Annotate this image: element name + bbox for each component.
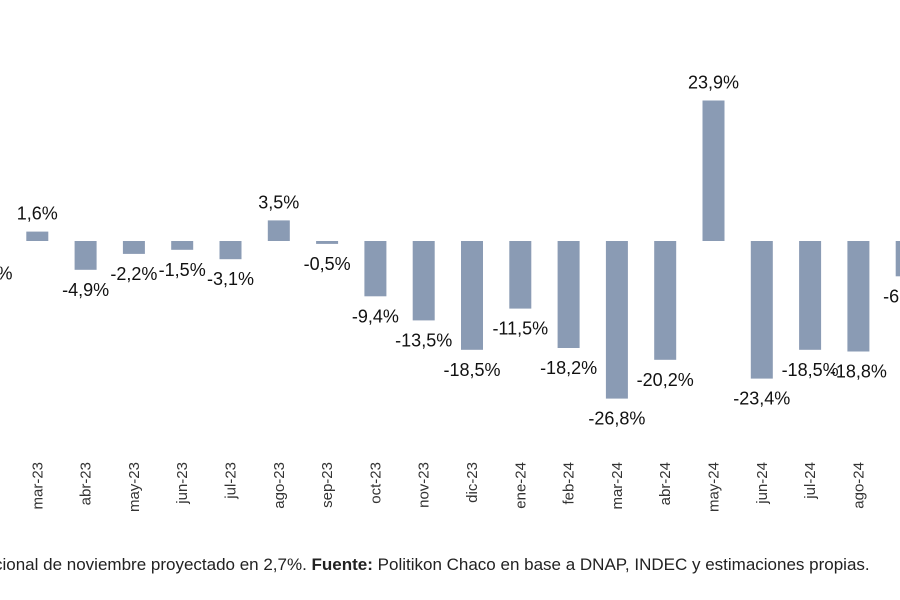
bar-mar-23 [26, 231, 49, 241]
x-tick-label-mar-24: mar-24 [609, 462, 626, 510]
x-tick-label-oct-23: oct-23 [367, 462, 384, 504]
data-label-feb-23: -2,1% [0, 263, 13, 283]
data-label-may-23: -2,2% [110, 264, 157, 284]
bar-mar-24 [605, 241, 628, 399]
x-tick-label-feb-24: feb-24 [561, 462, 578, 505]
data-label-mar-24: -26,8% [588, 409, 645, 429]
data-label-mar-23: 1,6% [17, 204, 58, 224]
data-label-jun-23: -1,5% [159, 260, 206, 280]
bar-ago-24 [847, 241, 870, 352]
data-label-sep-24: -6,0% [883, 286, 900, 306]
bar-sep-23 [316, 241, 339, 244]
bar-may-23 [122, 241, 145, 254]
bar-sep-24 [895, 241, 900, 277]
bar-ago-23 [267, 220, 290, 241]
x-tick-label-nov-23: nov-23 [416, 462, 433, 508]
footnote: cional de noviembre proyectado en 2,7%. … [0, 555, 870, 575]
x-tick-label-abr-23: abr-23 [78, 462, 95, 505]
x-tick-label-sep-24: sep-24 [899, 462, 900, 508]
data-label-nov-23: -13,5% [395, 330, 452, 350]
x-tick-label-ago-24: ago-24 [850, 462, 867, 509]
x-tick-label-abr-24: abr-24 [657, 462, 674, 505]
x-tick-label-may-24: may-24 [706, 462, 723, 512]
bar-jun-24 [750, 241, 773, 379]
bar-abr-24 [654, 241, 677, 360]
data-label-sep-23: -0,5% [304, 254, 351, 274]
bar-nov-23 [412, 241, 435, 321]
data-label-ago-23: 3,5% [258, 192, 299, 212]
x-tick-label-jun-23: jun-23 [174, 462, 191, 505]
data-label-jun-24: -23,4% [733, 389, 790, 409]
data-label-abr-23: -4,9% [62, 280, 109, 300]
bar-dic-23 [461, 241, 483, 350]
bar-feb-24 [557, 241, 580, 348]
x-tick-label-jul-23: jul-23 [223, 462, 240, 500]
x-tick-label-may-23: may-23 [126, 462, 143, 512]
footnote-source-label: Fuente: [311, 555, 373, 574]
data-label-may-24: 23,9% [688, 73, 739, 93]
bar-jun-23 [171, 241, 194, 250]
data-label-ago-24: -18,8% [830, 362, 887, 382]
x-tick-label-jul-24: jul-24 [802, 462, 819, 500]
bar-jul-23 [219, 241, 242, 260]
x-tick-label-dic-23: dic-23 [464, 462, 481, 503]
footnote-text: cional de noviembre proyectado en 2,7%. [0, 555, 312, 574]
footnote-source-text: Politikon Chaco en base a DNAP, INDEC y … [372, 555, 870, 574]
x-tick-label-ene-24: ene-24 [512, 462, 529, 509]
bar-may-24 [702, 100, 725, 241]
bar-jul-24 [799, 241, 822, 350]
x-tick-label-jun-24: jun-24 [754, 462, 771, 505]
data-label-jul-23: -3,1% [207, 269, 254, 289]
bar-oct-23 [364, 241, 387, 297]
x-tick-label-mar-23: mar-23 [29, 462, 46, 510]
x-tick-label-sep-23: sep-23 [319, 462, 336, 508]
data-label-abr-24: -20,2% [637, 370, 694, 390]
x-tick-label-ago-23: ago-23 [271, 462, 288, 509]
data-label-dic-23: -18,5% [443, 360, 500, 380]
data-label-ene-24: -11,5% [492, 319, 548, 339]
data-label-oct-23: -9,4% [352, 306, 399, 326]
bar-ene-24 [509, 241, 532, 309]
bar-abr-23 [74, 241, 97, 270]
data-label-feb-24: -18,2% [540, 358, 597, 378]
data-label-jul-24: -18,5% [782, 360, 839, 380]
